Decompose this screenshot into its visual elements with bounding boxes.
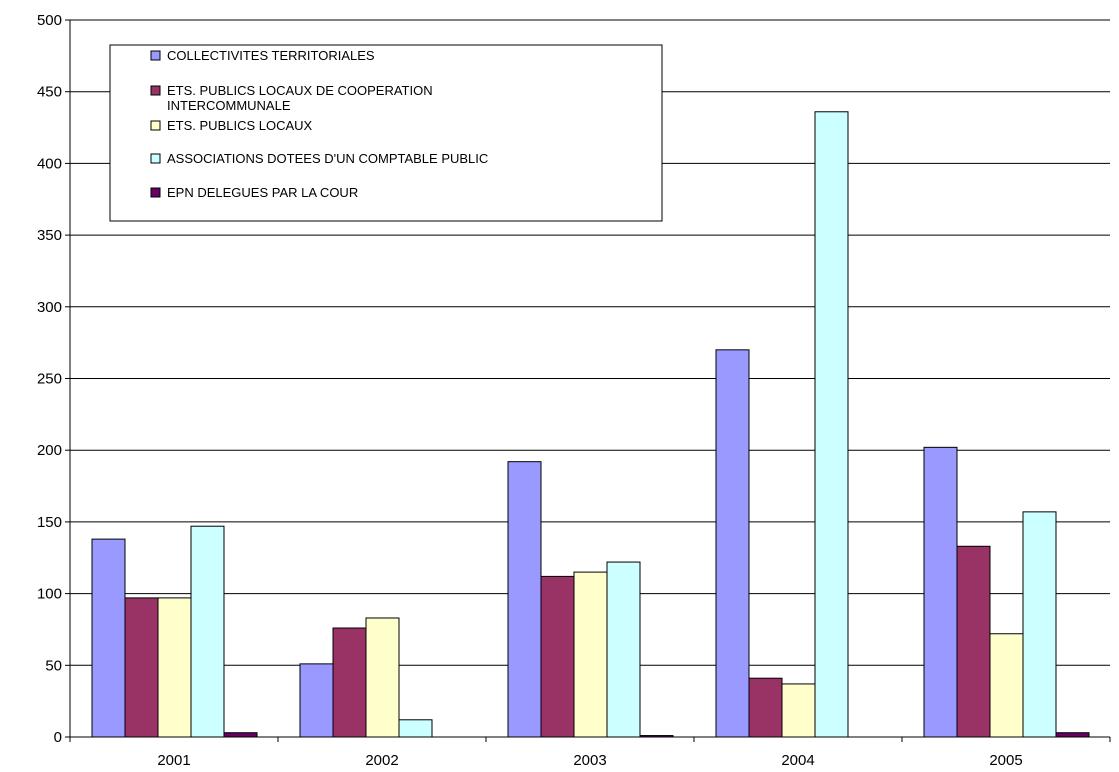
bar-2005-series-3	[989, 633, 1024, 738]
legend-box	[109, 44, 663, 222]
bar-2001-series-5	[223, 732, 258, 738]
bar-2004-series-4	[814, 111, 849, 738]
x-tick-label: 2004	[781, 752, 814, 769]
y-tick-label: 0	[54, 729, 62, 746]
bar-2003-series-4	[606, 561, 641, 738]
legend-label: COLLECTIVITES TERRITORIALES	[167, 48, 375, 63]
bar-2002-series-2	[332, 627, 367, 738]
legend-swatch	[150, 85, 161, 96]
bar-2002-series-4	[398, 719, 433, 738]
legend-swatch	[150, 50, 161, 61]
bar-2004-series-2	[748, 677, 783, 738]
y-tick-label: 150	[37, 514, 62, 531]
bar-2001-series-2	[124, 597, 159, 738]
bar-2001-series-3	[157, 597, 192, 738]
legend: COLLECTIVITES TERRITORIALES ETS. PUBLICS …	[109, 44, 663, 222]
bar-2002-series-1	[299, 663, 334, 738]
x-tick-label: 2001	[157, 752, 190, 769]
y-tick-label: 300	[37, 299, 62, 316]
axes: 0 50 100 150 200 250 300 350 400 450 500 2001 2002 20…	[37, 12, 1111, 769]
y-tick-label: 450	[37, 84, 62, 101]
legend-label: ASSOCIATIONS DOTEES D'UN COMPTABLE PUBLI…	[167, 151, 488, 166]
bar-2004-series-1	[715, 349, 750, 738]
legend-label: EPN DELEGUES PAR LA COUR	[167, 185, 358, 200]
y-tick-label: 400	[37, 155, 62, 172]
bar-2003-series-3	[573, 571, 608, 738]
bar-2004-series-3	[781, 683, 816, 738]
x-tick-label: 2003	[573, 752, 606, 769]
x-tick-label: 2005	[989, 752, 1022, 769]
y-tick-label: 100	[37, 586, 62, 603]
bar-2003-series-2	[540, 575, 575, 738]
bar-2005-series-1	[923, 446, 958, 738]
bar-2001-series-1	[91, 538, 126, 738]
bar-2002-series-3	[365, 617, 400, 738]
bar-2003-series-1	[507, 461, 542, 738]
legend-swatch	[150, 153, 161, 164]
y-tick-label: 500	[37, 12, 62, 29]
bar-2005-series-4	[1022, 511, 1057, 738]
bar-2005-series-5	[1055, 732, 1090, 738]
x-tick-label: 2002	[365, 752, 398, 769]
legend-label: ETS. PUBLICS LOCAUX	[167, 118, 313, 133]
legend-swatch	[150, 120, 161, 131]
y-tick-label: 350	[37, 227, 62, 244]
legend-swatch	[150, 187, 161, 198]
bar-2005-series-2	[956, 545, 991, 738]
legend-label: ETS. PUBLICS LOCAUX DE COOPERATION INTERC…	[167, 83, 433, 113]
y-tick-label: 50	[45, 657, 62, 674]
y-tick-label: 200	[37, 442, 62, 459]
bar-2001-series-4	[190, 525, 225, 738]
y-tick-label: 250	[37, 371, 62, 388]
